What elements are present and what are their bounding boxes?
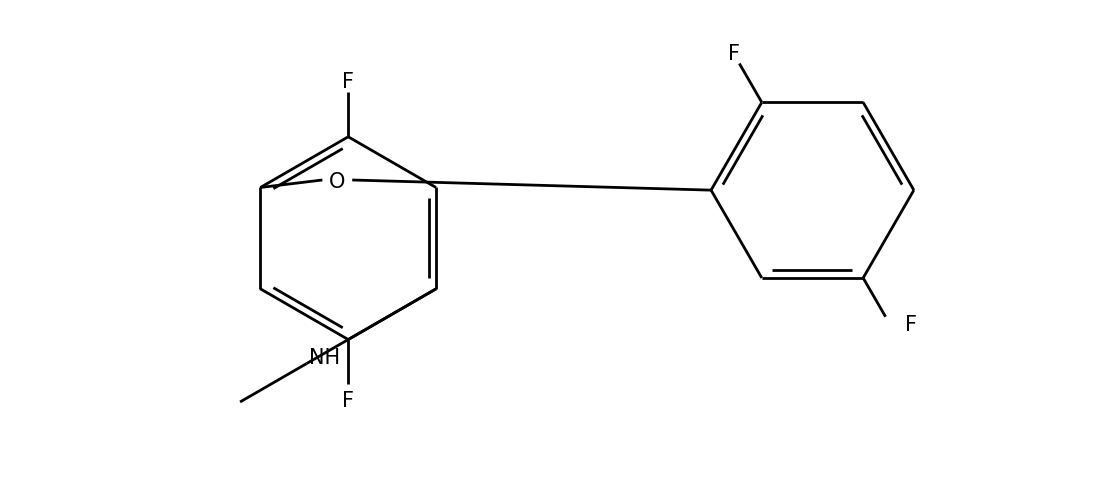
Text: F: F — [343, 72, 354, 92]
Text: NH: NH — [310, 347, 341, 367]
Text: F: F — [343, 390, 354, 410]
Text: O: O — [329, 172, 345, 192]
Text: F: F — [728, 43, 741, 63]
Text: F: F — [905, 314, 917, 334]
